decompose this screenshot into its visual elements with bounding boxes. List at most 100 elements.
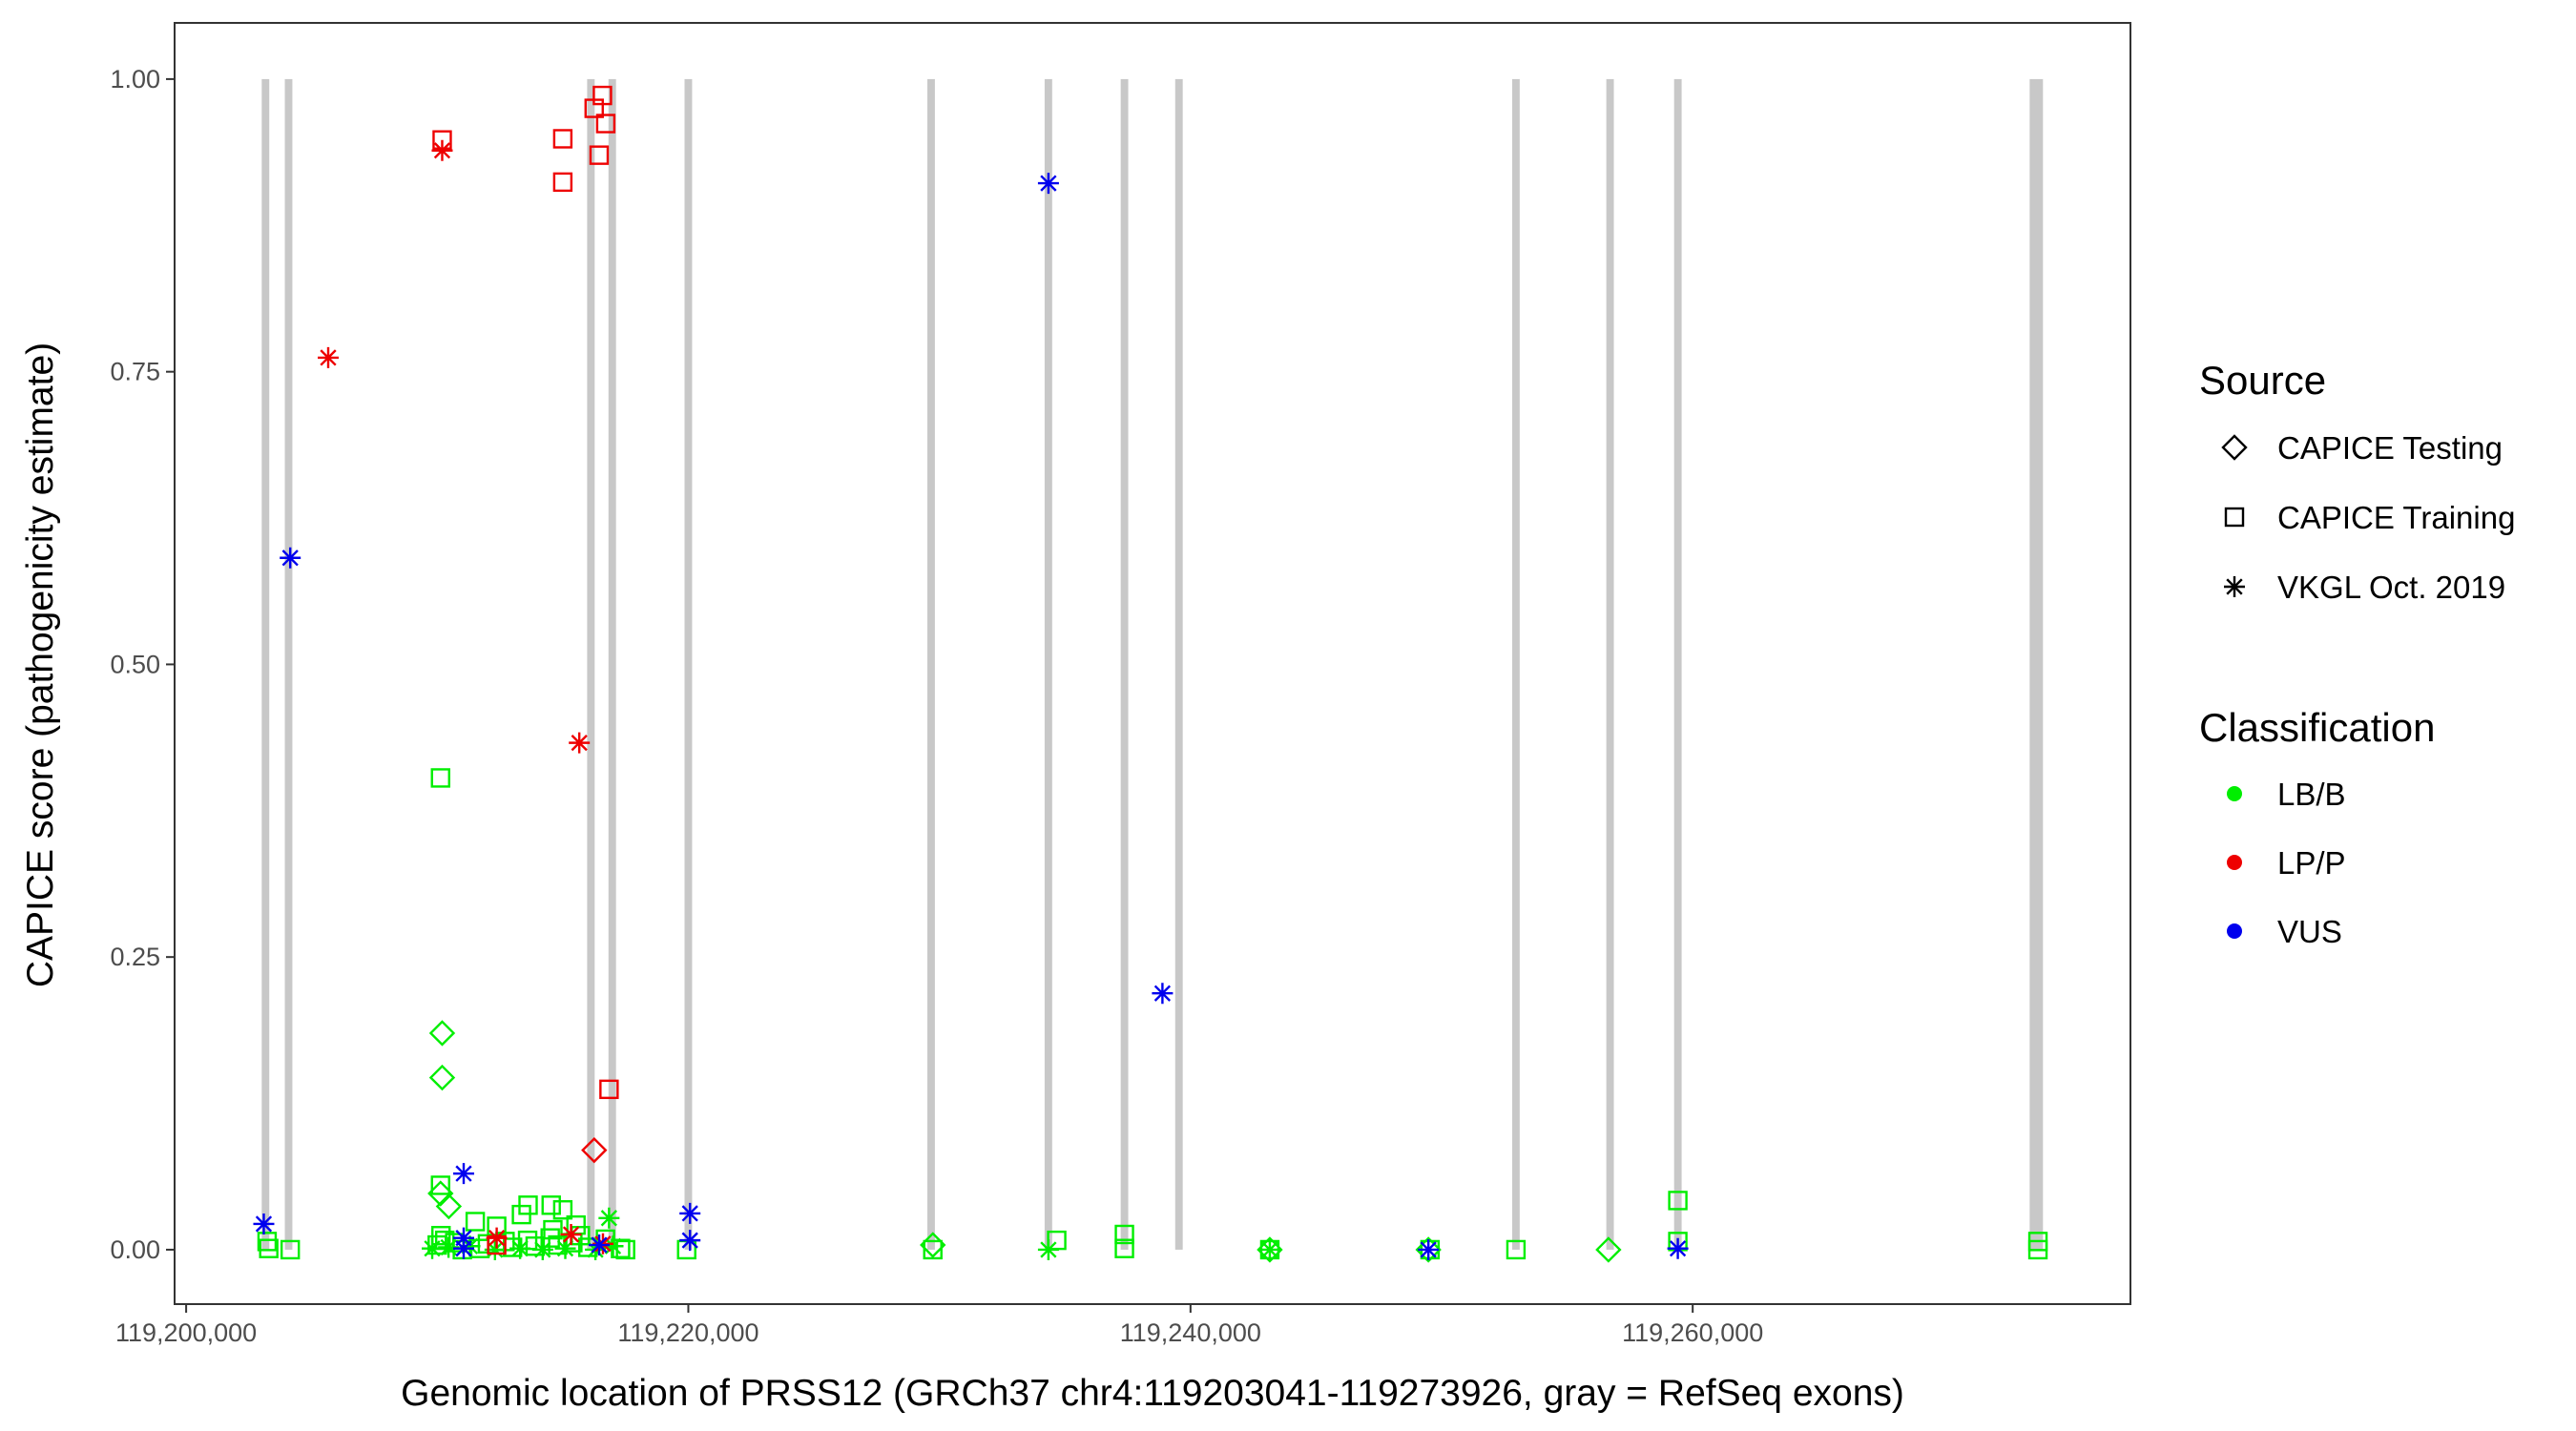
- y-tick-label: 0.50: [110, 650, 160, 678]
- data-point: [599, 1079, 619, 1100]
- exon-bar: [261, 78, 270, 1250]
- data-point: [1668, 1191, 1688, 1211]
- data-point: [280, 547, 301, 569]
- data-point: [486, 1227, 508, 1249]
- data-point: [1114, 1238, 1134, 1258]
- exon-bar: [1606, 78, 1614, 1250]
- exon-bar: [1120, 78, 1129, 1250]
- data-point: [428, 1064, 456, 1091]
- data-point: [1114, 1224, 1134, 1245]
- data-point: [257, 1232, 278, 1252]
- data-point: [1258, 1238, 1280, 1260]
- data-point: [679, 1202, 701, 1224]
- exon-bar: [2029, 78, 2044, 1250]
- y-axis-title: CAPICE score (pathogenicity estimate): [20, 342, 61, 987]
- exon-bar: [1673, 78, 1682, 1250]
- data-points: [253, 85, 2048, 1263]
- y-tick-label: 1.00: [110, 65, 160, 93]
- legend-key-square-icon: [2224, 507, 2245, 528]
- legend-key-dot-icon: [2227, 923, 2242, 939]
- data-point: [459, 1235, 481, 1257]
- legend-classification: Classification LB/B LP/P VUS: [2199, 705, 2435, 949]
- exon-bar: [1044, 78, 1052, 1250]
- x-tick-label: 119,260,000: [1622, 1318, 1763, 1347]
- y-tick-label: 0.00: [110, 1235, 160, 1264]
- data-point: [435, 1192, 463, 1220]
- data-point: [679, 1230, 701, 1252]
- data-point: [589, 145, 610, 165]
- data-point: [1037, 173, 1059, 195]
- data-point: [484, 1238, 506, 1260]
- legend-key-dot-icon: [2227, 855, 2242, 870]
- data-point: [259, 1238, 279, 1258]
- exon-bar: [608, 78, 616, 1250]
- data-point: [427, 1180, 454, 1207]
- data-point: [552, 129, 573, 149]
- data-point: [1418, 1238, 1440, 1260]
- exon-bar: [684, 78, 693, 1250]
- data-point: [452, 1227, 474, 1249]
- data-point: [422, 1237, 444, 1259]
- data-point: [1415, 1236, 1442, 1263]
- data-point: [598, 1207, 620, 1229]
- x-axis: 119,200,000 119,220,000 119,240,000 119,260…: [115, 1304, 1763, 1347]
- legend-key-asterisk-icon: [2224, 576, 2245, 597]
- data-point: [1667, 1237, 1689, 1259]
- data-point: [589, 1234, 611, 1256]
- legend-source-label: VKGL Oct. 2019: [2277, 570, 2505, 605]
- exon-bar: [587, 78, 595, 1250]
- y-axis: 0.00 0.25 0.50 0.75 1.00: [110, 65, 175, 1264]
- data-point: [592, 1233, 613, 1255]
- legend-key-diamond-icon: [2221, 434, 2248, 461]
- data-point: [595, 114, 616, 134]
- exon-bar: [1174, 78, 1183, 1250]
- data-point: [592, 85, 613, 106]
- legend-classification-title: Classification: [2199, 705, 2435, 750]
- legend-source-label: CAPICE Testing: [2277, 430, 2503, 466]
- data-point: [560, 1223, 582, 1245]
- data-point: [923, 1239, 943, 1260]
- data-point: [581, 1136, 608, 1164]
- data-point: [431, 1226, 451, 1246]
- x-tick-label: 119,220,000: [617, 1318, 758, 1347]
- data-point: [615, 1239, 635, 1260]
- data-point: [318, 346, 340, 368]
- data-point: [569, 732, 591, 754]
- data-point: [465, 1212, 486, 1232]
- data-point: [280, 1239, 301, 1260]
- x-axis-title: Genomic location of PRSS12 (GRCh37 chr4:…: [401, 1373, 1904, 1414]
- data-point: [531, 1238, 553, 1260]
- data-point: [430, 768, 450, 788]
- data-point: [253, 1213, 275, 1234]
- x-tick-label: 119,200,000: [115, 1318, 257, 1347]
- legend-source-label: CAPICE Training: [2277, 500, 2515, 535]
- data-point: [438, 1236, 460, 1258]
- data-point: [431, 139, 453, 161]
- exon-bar: [1511, 78, 1520, 1250]
- exon-bar: [927, 78, 935, 1250]
- legend-classification-label: VUS: [2277, 914, 2342, 949]
- legend-key-dot-icon: [2227, 786, 2242, 801]
- legend-source: Source CAPICE Testing CAPICE Training VKGL…: [2199, 358, 2515, 605]
- y-tick-label: 0.75: [110, 358, 160, 386]
- exon-bar: [284, 78, 293, 1250]
- data-point: [428, 1020, 456, 1047]
- data-point: [1506, 1239, 1527, 1260]
- data-point: [1152, 983, 1174, 1005]
- data-point: [452, 1163, 474, 1185]
- data-point: [552, 172, 573, 193]
- data-point: [487, 1234, 507, 1255]
- legend-source-title: Source: [2199, 358, 2326, 403]
- data-point: [452, 1237, 474, 1259]
- y-tick-label: 0.25: [110, 943, 160, 971]
- data-point: [518, 1195, 538, 1215]
- data-point: [1595, 1236, 1622, 1263]
- data-point: [2027, 1239, 2048, 1260]
- data-point: [611, 1238, 631, 1258]
- data-point: [1037, 1238, 1059, 1260]
- data-point: [552, 1200, 573, 1220]
- data-point: [430, 1175, 450, 1195]
- legend-classification-label: LP/P: [2277, 845, 2346, 881]
